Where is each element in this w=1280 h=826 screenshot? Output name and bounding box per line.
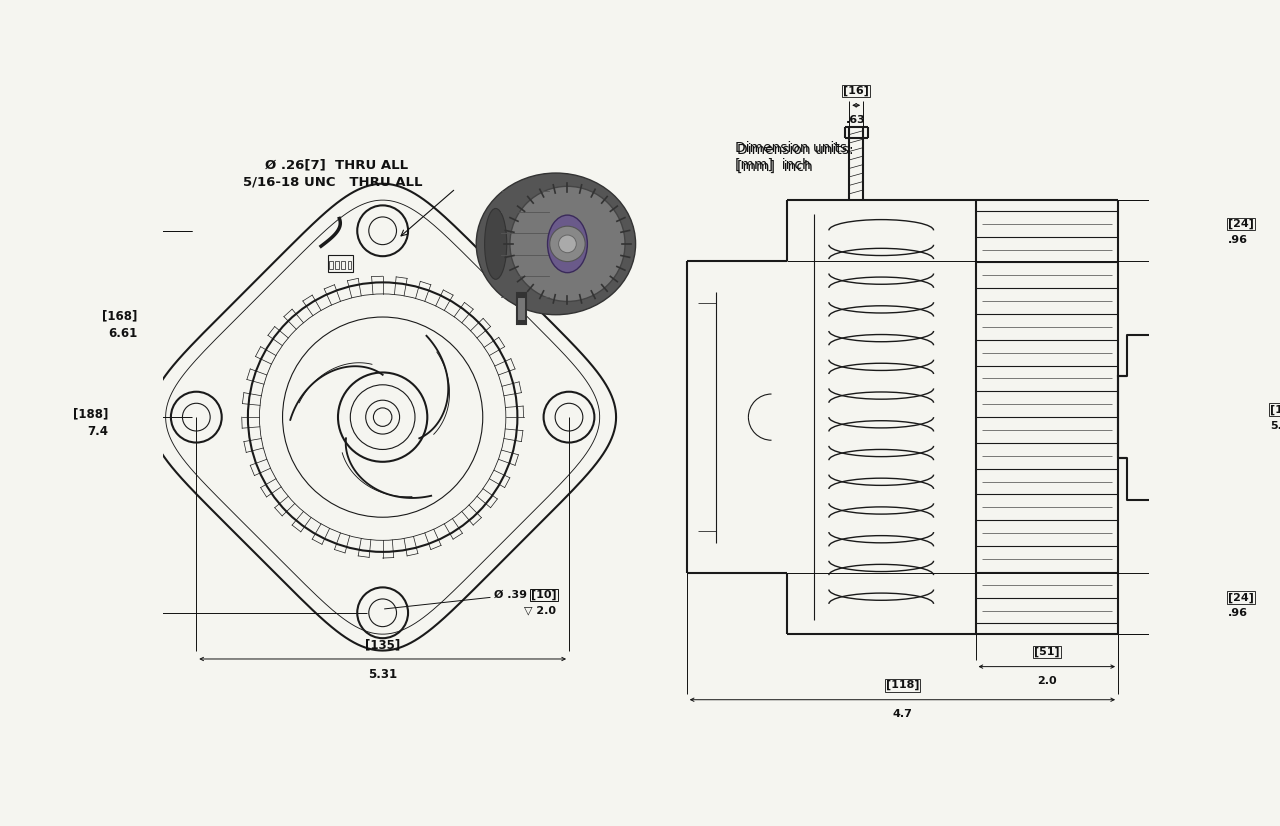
Ellipse shape bbox=[485, 208, 507, 279]
Bar bbox=[329, 261, 333, 268]
Text: 5.31: 5.31 bbox=[369, 668, 397, 681]
Text: [143]: [143] bbox=[1271, 404, 1280, 415]
Text: [mm]  inch: [mm] inch bbox=[737, 160, 813, 174]
Text: .96: .96 bbox=[1228, 608, 1248, 618]
Ellipse shape bbox=[476, 173, 636, 315]
Circle shape bbox=[549, 226, 585, 262]
Text: Ø .39: Ø .39 bbox=[494, 590, 527, 600]
Text: 7.4: 7.4 bbox=[87, 425, 109, 438]
Text: 6.61: 6.61 bbox=[109, 327, 138, 339]
Text: .63: .63 bbox=[846, 115, 867, 125]
Circle shape bbox=[558, 235, 576, 253]
Bar bbox=[342, 261, 346, 268]
Ellipse shape bbox=[548, 215, 588, 273]
Text: 5.6: 5.6 bbox=[1271, 421, 1280, 431]
Text: [mm]  inch: [mm] inch bbox=[735, 159, 810, 173]
Bar bbox=[348, 261, 352, 268]
Text: [10]: [10] bbox=[531, 590, 557, 601]
Text: [118]: [118] bbox=[886, 681, 919, 691]
Text: [188]: [188] bbox=[73, 407, 109, 420]
Text: ▽ 2.0: ▽ 2.0 bbox=[524, 605, 556, 615]
Text: Dimension units:: Dimension units: bbox=[735, 141, 851, 155]
Text: .96: .96 bbox=[1228, 235, 1248, 244]
Text: [24]: [24] bbox=[1228, 592, 1254, 603]
Text: 4.7: 4.7 bbox=[892, 709, 913, 719]
Text: Ø .26[7]  THRU ALL: Ø .26[7] THRU ALL bbox=[265, 159, 408, 172]
Bar bbox=[335, 261, 339, 268]
Text: [16]: [16] bbox=[844, 86, 869, 96]
Text: [135]: [135] bbox=[365, 638, 401, 651]
Text: [51]: [51] bbox=[1034, 647, 1060, 657]
Text: 2.0: 2.0 bbox=[1037, 676, 1056, 686]
Text: [168]: [168] bbox=[102, 310, 138, 323]
Text: Dimension units:: Dimension units: bbox=[737, 143, 854, 157]
Text: [24]: [24] bbox=[1228, 219, 1254, 230]
Text: 5/16-18 UNC   THRU ALL: 5/16-18 UNC THRU ALL bbox=[243, 176, 422, 189]
Circle shape bbox=[509, 187, 625, 301]
